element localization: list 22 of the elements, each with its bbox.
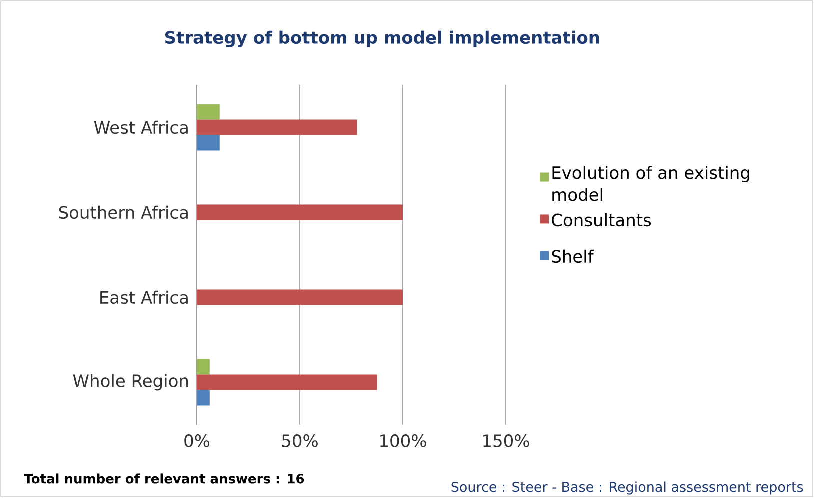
legend-label: Evolution of an existing model xyxy=(552,166,750,202)
text: Total number of relevant answers : 16 xyxy=(24,474,304,484)
y-tick-label: West Africa xyxy=(94,120,188,134)
chart-title: Strategy of bottom up model implementation xyxy=(166,30,600,48)
bar xyxy=(197,390,210,406)
x-tick-label: 0% xyxy=(184,434,210,448)
y-tick-label: Southern Africa xyxy=(59,206,188,220)
legend-label: Shelf xyxy=(552,250,594,264)
bar xyxy=(197,204,403,220)
bar xyxy=(197,359,210,375)
x-tick-label: 50% xyxy=(282,434,318,448)
y-tick-label: East Africa xyxy=(100,290,188,304)
bar xyxy=(197,135,220,151)
bar xyxy=(197,104,220,120)
source-note: Source : Steer - Base : Regional assessment reports xyxy=(452,482,804,495)
x-tick-label: 150% xyxy=(484,434,530,448)
y-tick-label: Whole Region xyxy=(73,374,188,391)
x-tick-label: 100% xyxy=(380,434,426,448)
bar xyxy=(197,120,358,136)
legend-label: Consultants xyxy=(552,213,652,227)
bar xyxy=(197,290,403,306)
bar xyxy=(197,374,378,390)
